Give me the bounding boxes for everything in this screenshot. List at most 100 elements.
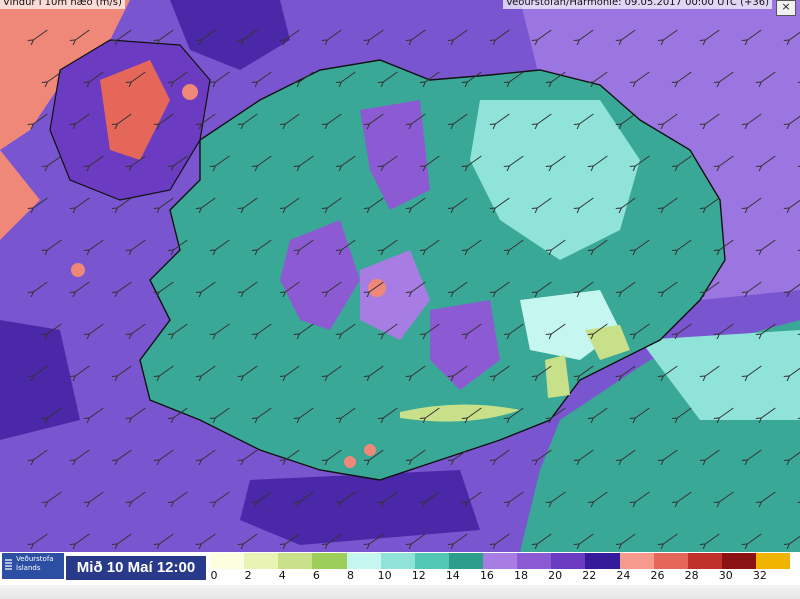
wind-arrow [201,281,216,292]
wind-arrow [341,155,356,166]
wind-arrow [89,155,104,166]
wind-arrow [131,407,146,418]
legend-tick-label: 8 [346,569,354,582]
wind-arrow [747,113,762,124]
wind-arrow [719,491,734,502]
wind-arrow [453,533,468,544]
wind-arrow [117,449,132,460]
wind-arrow [75,113,90,124]
wind-arrow [299,323,314,334]
wind-arrow [411,365,426,376]
wind-arrow [257,491,272,502]
wind-arrow [369,449,384,460]
wind-arrow [425,491,440,502]
legend-tick-label: 6 [312,569,320,582]
legend-swatch [619,553,654,569]
wind-arrow [117,281,132,292]
wind-arrow [593,407,608,418]
wind-arrow [747,449,762,460]
hotspot-south-2 [364,444,376,456]
wind-arrow [509,71,524,82]
wind-arrow [453,365,468,376]
wind-arrow [761,323,776,334]
legend-swatch [653,553,688,569]
wind-arrow [495,113,510,124]
legend-tick-label: 10 [377,569,392,582]
wind-arrow [327,113,342,124]
wind-arrow [243,197,258,208]
wind-arrow [593,323,608,334]
wind-arrow [201,365,216,376]
wind-arrow [705,365,720,376]
wind-arrow [663,533,678,544]
wind-arrow [719,323,734,334]
map-title: Vindur í 10m hæð (m/s) [0,0,125,9]
wind-arrow [411,449,426,460]
wind-arrow [299,155,314,166]
wind-arrow [173,407,188,418]
wind-arrows [33,29,800,544]
wind-arrow [243,533,258,544]
wind-arrow [243,365,258,376]
forecast-time-label: Mið 10 Maí 12:00 [66,556,206,580]
wind-arrow [537,197,552,208]
wind-arrow [383,71,398,82]
legend-swatch [551,553,586,569]
wind-arrow [327,365,342,376]
southeast-low-wind [545,355,570,398]
wind-arrow [215,491,230,502]
logo-icon [5,559,12,570]
east-low-wind [585,325,630,360]
wind-arrow [551,239,566,250]
wind-arrow [453,449,468,460]
wind-arrow [299,491,314,502]
wind-arrow [705,449,720,460]
dark-wind-patch-n [170,0,290,70]
close-button[interactable]: × [776,0,796,16]
wind-arrow [47,491,62,502]
wind-arrow [467,239,482,250]
legend-swatch [448,553,483,569]
legend-swatch [414,553,449,569]
wind-arrow [243,281,258,292]
wind-arrow [243,449,258,460]
legend-swatch [210,553,245,569]
wind-arrow [411,29,426,40]
wind-arrow [593,239,608,250]
wind-arrow [411,281,426,292]
wind-arrow [789,199,800,208]
wind-arrow [341,71,356,82]
legend-ticks: 0 2 4 6 8 10 12 14 16 18 20 22 24 26 28 30 32 [210,569,790,583]
wind-arrow [411,113,426,124]
wind-arrow [47,323,62,334]
wind-arrow [621,197,636,208]
wind-arrow [677,491,692,502]
wind-arrow [117,113,132,124]
legend-tick-label: 0 [210,569,218,582]
wind-arrow [33,197,48,208]
wind-arrow [159,113,174,124]
legend-tick-label: 4 [278,569,286,582]
wind-arrow [215,407,230,418]
wind-arrow [159,533,174,544]
wind-arrow [761,155,776,166]
wind-arrow [453,29,468,40]
color-legend: 0 2 4 6 8 10 12 14 16 18 20 22 24 26 28 30 32 [210,553,791,583]
wind-arrow [159,29,174,40]
wind-arrow [537,113,552,124]
wind-arrow [509,239,524,250]
wind-arrow [33,365,48,376]
wind-arrow [33,533,48,544]
wind-arrow [285,281,300,292]
westfjords-strong-wind [100,60,170,160]
wind-arrow [215,239,230,250]
inland-wind-band-c [360,250,430,340]
wind-arrow [663,449,678,460]
wind-arrow [89,491,104,502]
wind-arrow [663,281,678,292]
wind-arrow [579,533,594,544]
wind-arrow [243,29,258,40]
wind-arrow [509,407,524,418]
wind-arrow [75,365,90,376]
wind-arrow [635,155,650,166]
